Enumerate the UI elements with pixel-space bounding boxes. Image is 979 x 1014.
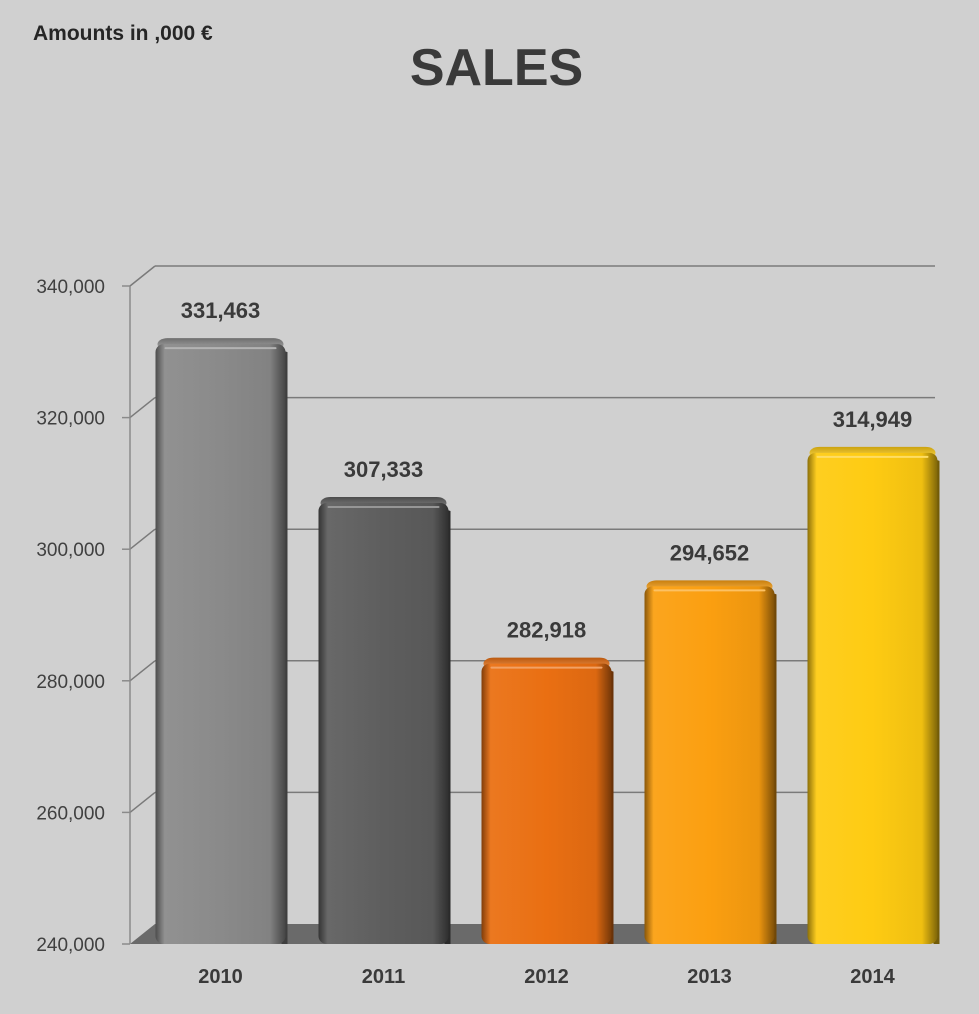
y-tick-label: 260,000 xyxy=(36,803,105,824)
y-tick-label: 320,000 xyxy=(36,409,105,430)
x-tick-label: 2013 xyxy=(687,966,732,988)
bar xyxy=(644,586,775,944)
gridline-depth xyxy=(129,397,156,419)
bar xyxy=(481,663,612,944)
gridline-depth xyxy=(129,660,156,682)
y-tick-label: 240,000 xyxy=(36,935,105,956)
x-tick-label: 2012 xyxy=(524,966,569,988)
chart-subtitle: Amounts in ,000 € xyxy=(33,22,213,45)
data-label: 331,463 xyxy=(181,298,261,323)
bar xyxy=(318,502,449,944)
x-tick-label: 2010 xyxy=(198,966,243,988)
gridline-depth xyxy=(129,265,156,287)
y-tick-label: 280,000 xyxy=(36,672,105,693)
gridline-depth xyxy=(129,791,156,813)
chart-title: SALES xyxy=(409,39,584,97)
bar xyxy=(155,344,286,944)
data-label: 294,652 xyxy=(670,540,750,565)
x-tick-label: 2011 xyxy=(362,966,405,988)
data-label: 314,949 xyxy=(833,407,913,432)
data-label: 307,333 xyxy=(344,457,424,482)
x-tick-label: 2014 xyxy=(850,966,895,988)
data-label: 282,918 xyxy=(507,618,587,643)
gridline-depth xyxy=(129,528,156,550)
bar xyxy=(807,452,938,944)
y-tick-label: 300,000 xyxy=(36,540,105,561)
y-tick-label: 340,000 xyxy=(36,277,105,298)
